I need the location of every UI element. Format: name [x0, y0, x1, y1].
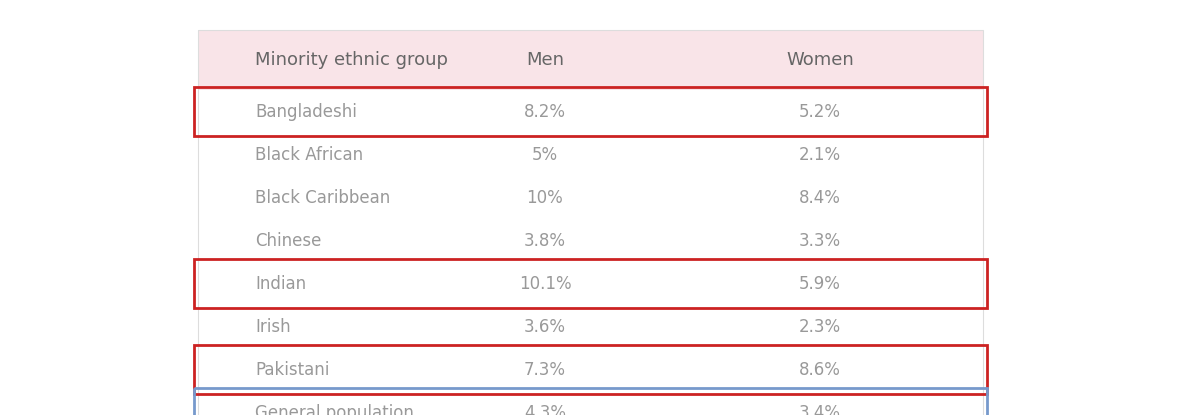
- Text: Minority ethnic group: Minority ethnic group: [255, 51, 448, 69]
- Text: 10.1%: 10.1%: [518, 274, 572, 293]
- Text: Irish: Irish: [255, 317, 291, 335]
- Text: 4.3%: 4.3%: [524, 403, 566, 415]
- Bar: [198, 30, 983, 415]
- Bar: [194, 259, 987, 308]
- Text: 7.3%: 7.3%: [524, 361, 566, 378]
- Text: Men: Men: [526, 51, 565, 69]
- Bar: [198, 262, 983, 305]
- Bar: [198, 133, 983, 176]
- Text: Pakistani: Pakistani: [255, 361, 329, 378]
- Text: 2.3%: 2.3%: [798, 317, 841, 335]
- Bar: [198, 305, 983, 348]
- Text: 8.2%: 8.2%: [524, 103, 566, 120]
- Bar: [198, 348, 983, 391]
- Bar: [198, 30, 983, 90]
- Text: 3.4%: 3.4%: [800, 403, 841, 415]
- Text: 3.8%: 3.8%: [524, 232, 566, 249]
- Bar: [198, 219, 983, 262]
- Text: 8.6%: 8.6%: [800, 361, 841, 378]
- Text: 3.3%: 3.3%: [798, 232, 841, 249]
- Text: 10%: 10%: [527, 188, 563, 207]
- Bar: [198, 90, 983, 133]
- Bar: [198, 391, 983, 415]
- Bar: [194, 87, 987, 136]
- Text: 8.4%: 8.4%: [800, 188, 841, 207]
- Text: Black Caribbean: Black Caribbean: [255, 188, 390, 207]
- Bar: [194, 345, 987, 394]
- Text: 3.6%: 3.6%: [524, 317, 566, 335]
- Text: 2.1%: 2.1%: [798, 146, 841, 164]
- Text: 5%: 5%: [531, 146, 559, 164]
- Text: Indian: Indian: [255, 274, 306, 293]
- Bar: [194, 388, 987, 415]
- Text: 5.9%: 5.9%: [800, 274, 841, 293]
- Text: Chinese: Chinese: [255, 232, 321, 249]
- Text: Bangladeshi: Bangladeshi: [255, 103, 357, 120]
- Text: Black African: Black African: [255, 146, 363, 164]
- Text: 5.2%: 5.2%: [800, 103, 841, 120]
- Bar: [198, 176, 983, 219]
- Text: General population: General population: [255, 403, 413, 415]
- Text: Women: Women: [787, 51, 854, 69]
